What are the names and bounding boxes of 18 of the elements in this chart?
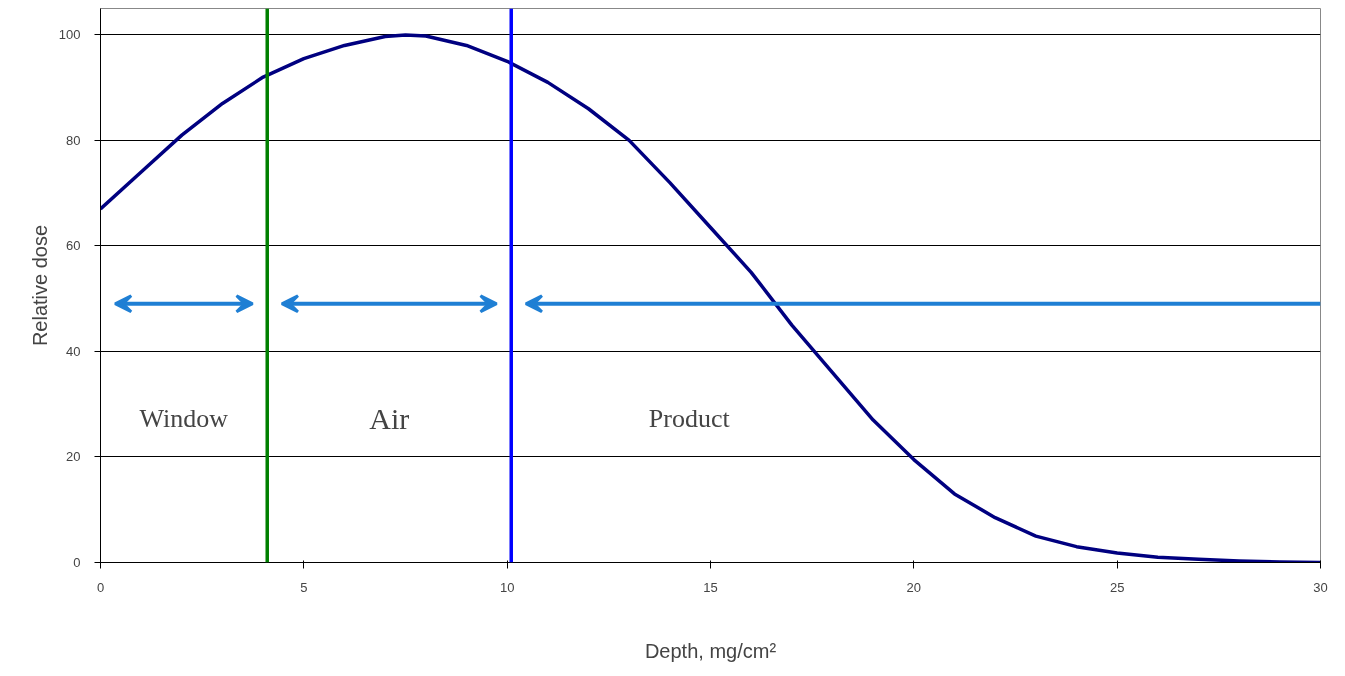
y-tick-label: 40 (66, 343, 81, 359)
x-tick-label: 15 (703, 579, 718, 595)
x-tick-label: 30 (1313, 579, 1328, 595)
annotation: Air (369, 401, 410, 435)
x-tick-label: 0 (96, 579, 105, 595)
x-axis-title: Depth, mg/cm² (644, 639, 777, 662)
annotation: Product (648, 403, 731, 433)
y-tick-label: 80 (66, 132, 81, 148)
y-tick-label: 100 (58, 27, 81, 43)
y-tick-label: 60 (66, 238, 81, 254)
x-tick-label: 10 (499, 579, 515, 595)
y-axis-title: Relative dose (28, 224, 51, 347)
x-tick-label: 25 (1109, 579, 1125, 595)
x-tick-label: 20 (906, 579, 922, 595)
annotation: Window (139, 403, 229, 433)
y-tick-label: 20 (66, 449, 81, 465)
x-tick-label: 5 (300, 579, 308, 595)
y-tick-label: 0 (73, 555, 81, 570)
